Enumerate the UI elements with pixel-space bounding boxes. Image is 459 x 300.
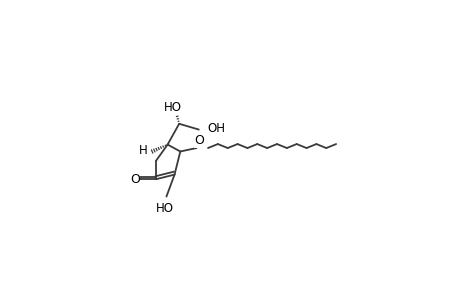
Text: O: O (194, 134, 204, 147)
Text: HO: HO (163, 101, 181, 114)
Text: H: H (139, 144, 147, 157)
Text: HO: HO (156, 202, 174, 214)
Text: O: O (129, 173, 140, 186)
Text: OH: OH (207, 122, 225, 135)
